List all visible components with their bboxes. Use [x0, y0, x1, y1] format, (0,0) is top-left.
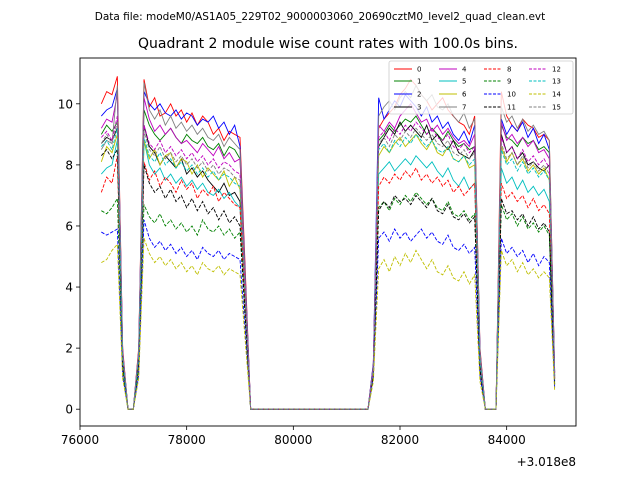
legend-label-7: 7 [462, 104, 466, 112]
series-line-7 [100, 82, 556, 410]
x-tick-label: 78000 [168, 433, 206, 447]
series-line-4 [100, 94, 556, 410]
series-line-2 [100, 88, 556, 410]
series-line-10 [101, 219, 556, 410]
series-line-5 [100, 140, 556, 410]
legend-label-5: 5 [462, 78, 466, 86]
series-line-3 [100, 121, 556, 410]
y-tick-label: 4 [65, 281, 73, 295]
series-line-15 [100, 122, 556, 410]
y-axis: 0 2 4 6 8 10 [58, 97, 80, 417]
y-tick-label: 0 [65, 403, 73, 417]
legend-label-2: 2 [417, 91, 421, 99]
series-line-13 [100, 128, 556, 410]
legend-label-8: 8 [507, 66, 511, 74]
y-tick-label: 10 [58, 97, 73, 111]
series-line-14 [101, 238, 556, 410]
x-tick-label: 84000 [488, 433, 526, 447]
x-tick-label: 80000 [274, 433, 312, 447]
legend-label-15: 15 [552, 104, 561, 112]
series-line-0 [100, 76, 556, 410]
legend-label-11: 11 [507, 104, 516, 112]
legend-label-10: 10 [507, 91, 516, 99]
series-line-8 [100, 155, 556, 410]
legend-label-4: 4 [462, 66, 467, 74]
x-tick-label: 76000 [61, 433, 99, 447]
legend-label-14: 14 [552, 91, 561, 99]
y-tick-label: 8 [65, 158, 73, 172]
legend-label-3: 3 [417, 104, 421, 112]
legend-label-13: 13 [552, 78, 561, 86]
x-axis: 76000 78000 80000 82000 84000 [61, 426, 526, 447]
legend-label-9: 9 [507, 78, 511, 86]
x-tick-label: 82000 [381, 433, 419, 447]
legend-label-12: 12 [552, 66, 561, 74]
legend-label-1: 1 [417, 78, 421, 86]
series-layer [100, 76, 556, 410]
chart-suptitle: Data file: modeM0/AS1A05_229T02_90000030… [95, 11, 546, 23]
legend-frame [388, 60, 574, 115]
legend-label-6: 6 [462, 91, 467, 99]
y-tick-label: 6 [65, 219, 73, 233]
series-line-9 [101, 191, 556, 410]
legend-label-0: 0 [417, 66, 421, 74]
plot-frame [79, 57, 577, 427]
chart-title: Quadrant 2 module wise count rates with … [138, 36, 518, 52]
plot-area [79, 57, 577, 427]
x-axis-offset-label: +3.018e8 [517, 455, 576, 469]
y-tick-label: 2 [65, 342, 73, 356]
series-line-11 [100, 148, 556, 410]
